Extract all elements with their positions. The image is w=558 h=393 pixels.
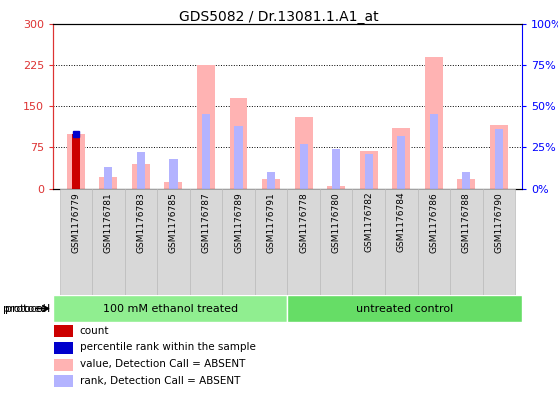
- Bar: [54, 342, 73, 354]
- Text: untreated control: untreated control: [356, 303, 453, 314]
- Text: GSM1176782: GSM1176782: [364, 192, 373, 252]
- Bar: [385, 189, 417, 295]
- Bar: [67, 134, 85, 189]
- Bar: [229, 98, 248, 189]
- Bar: [320, 189, 353, 295]
- Bar: [287, 295, 522, 322]
- Bar: [197, 65, 215, 189]
- Bar: [104, 167, 112, 189]
- Bar: [202, 114, 210, 189]
- Bar: [60, 189, 92, 295]
- Bar: [72, 134, 80, 189]
- Text: 100 mM ethanol treated: 100 mM ethanol treated: [103, 303, 238, 314]
- Bar: [397, 136, 405, 189]
- Bar: [255, 189, 287, 295]
- Bar: [417, 189, 450, 295]
- Text: value, Detection Call = ABSENT: value, Detection Call = ABSENT: [80, 359, 245, 369]
- Bar: [54, 359, 73, 371]
- Bar: [132, 164, 150, 189]
- Bar: [54, 375, 73, 387]
- Bar: [165, 182, 182, 189]
- Text: rank, Detection Call = ABSENT: rank, Detection Call = ABSENT: [80, 376, 240, 386]
- Bar: [425, 57, 443, 189]
- Bar: [137, 152, 145, 189]
- Bar: [190, 189, 222, 295]
- Text: GSM1176786: GSM1176786: [429, 192, 439, 253]
- Text: GSM1176778: GSM1176778: [299, 192, 308, 253]
- Text: GSM1176791: GSM1176791: [267, 192, 276, 253]
- Bar: [463, 172, 470, 189]
- Bar: [234, 126, 243, 189]
- Bar: [365, 154, 373, 189]
- Text: protocol: protocol: [3, 303, 46, 314]
- Bar: [495, 129, 503, 189]
- Bar: [124, 189, 157, 295]
- Bar: [222, 189, 255, 295]
- Bar: [430, 114, 438, 189]
- Text: GSM1176790: GSM1176790: [494, 192, 503, 253]
- Text: count: count: [80, 326, 109, 336]
- Text: GDS5082 / Dr.13081.1.A1_at: GDS5082 / Dr.13081.1.A1_at: [179, 10, 379, 24]
- Bar: [54, 325, 73, 337]
- Bar: [99, 176, 117, 189]
- Bar: [332, 149, 340, 189]
- Text: GSM1176789: GSM1176789: [234, 192, 243, 253]
- Bar: [450, 189, 483, 295]
- Text: GSM1176780: GSM1176780: [331, 192, 341, 253]
- Bar: [262, 179, 280, 189]
- Bar: [267, 172, 275, 189]
- Text: GSM1176784: GSM1176784: [397, 192, 406, 252]
- Bar: [92, 189, 124, 295]
- Bar: [360, 151, 378, 189]
- Text: GSM1176785: GSM1176785: [169, 192, 178, 253]
- Bar: [392, 128, 410, 189]
- Bar: [327, 186, 345, 189]
- Text: GSM1176787: GSM1176787: [201, 192, 210, 253]
- Bar: [170, 159, 177, 189]
- Bar: [300, 144, 307, 189]
- Text: GSM1176779: GSM1176779: [71, 192, 80, 253]
- Bar: [483, 189, 515, 295]
- Bar: [157, 189, 190, 295]
- Bar: [295, 117, 312, 189]
- Text: protocol: protocol: [5, 303, 50, 314]
- Text: GSM1176783: GSM1176783: [136, 192, 146, 253]
- Bar: [287, 189, 320, 295]
- Bar: [490, 125, 508, 189]
- Bar: [53, 295, 287, 322]
- Bar: [353, 189, 385, 295]
- Text: GSM1176788: GSM1176788: [462, 192, 471, 253]
- Text: percentile rank within the sample: percentile rank within the sample: [80, 342, 256, 352]
- Text: GSM1176781: GSM1176781: [104, 192, 113, 253]
- Bar: [458, 179, 475, 189]
